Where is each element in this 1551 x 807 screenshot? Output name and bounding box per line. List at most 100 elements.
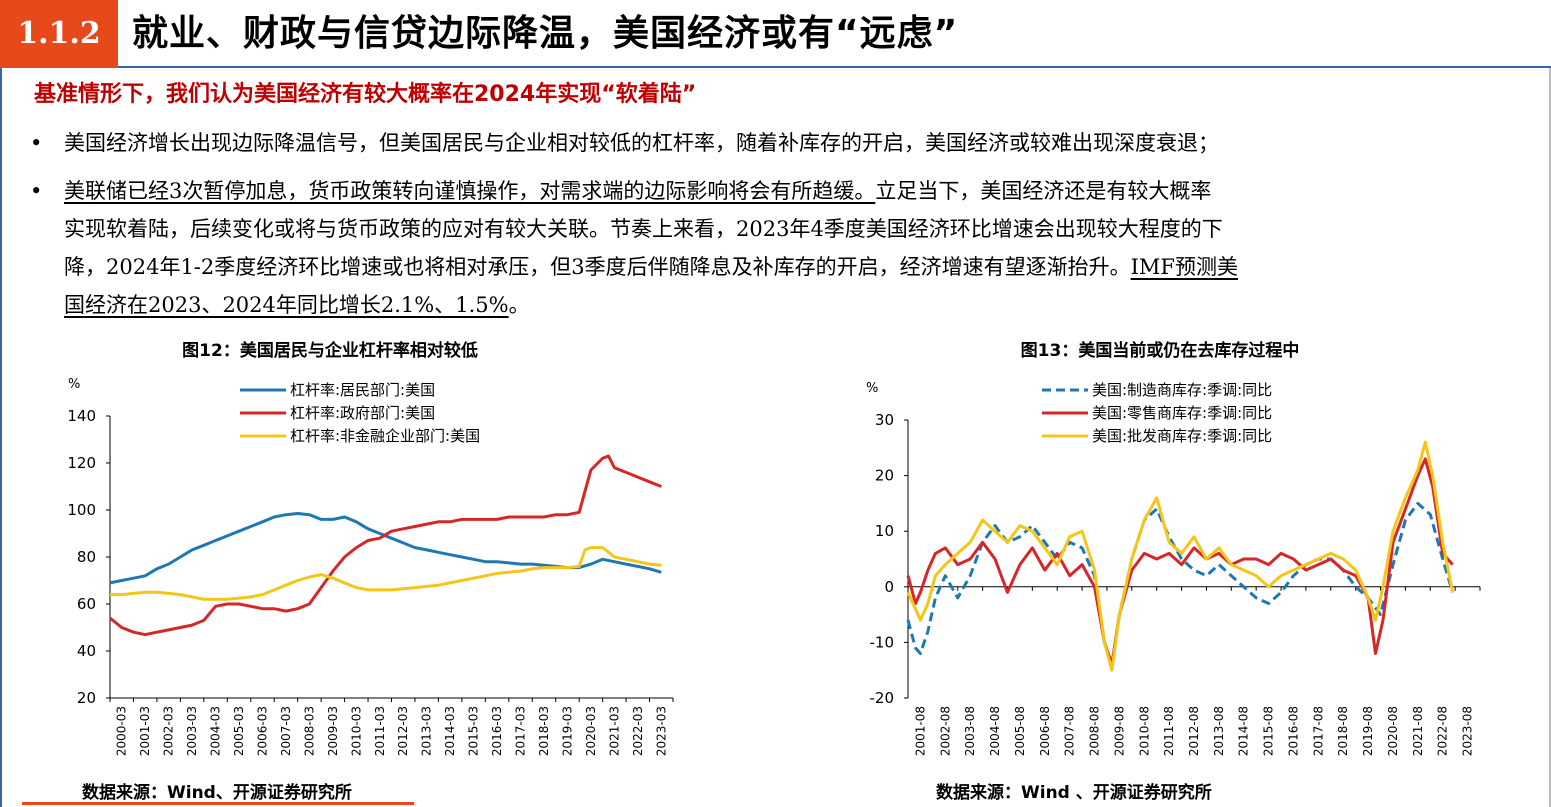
x-tick-label: 2020-03 [584,706,598,756]
x-tick-label: 2009-03 [326,706,340,756]
y-tick-label: 10 [875,522,894,540]
x-tick-label: 2004-08 [988,706,1002,756]
x-tick-label: 2011-03 [373,706,387,756]
y-axis-unit: % [68,377,80,392]
y-tick-label: 20 [77,689,96,707]
legend-label: 杠杆率:政府部门:美国 [290,404,435,422]
series-line-2 [906,457,1454,667]
left-border [0,68,2,807]
legend-label: 杠杆率:居民部门:美国 [290,381,435,399]
legend-label: 美国:零售商库存:季调:同比 [1092,404,1272,422]
bullet-line: 美联储已经3次暂停加息，货币政策转向谨慎操作，对需求端的边际影响将会有所趋缓。立… [64,172,1510,210]
y-tick-label: -20 [870,689,895,707]
page-title: 就业、财政与信贷边际降温，美国经济或有“远虑” [132,13,959,54]
x-tick-label: 2014-08 [1237,706,1251,756]
data-source-figure-13: 数据来源：Wind 、开源证券研究所 [936,783,1212,803]
text-segment: 立足当下，美国经济还是有较大概率 [875,179,1212,203]
bullet-line: 实现软着陆，后续变化或将与货币政策的应对有较大关联。节奏上来看，2023年4季度… [64,210,1510,248]
y-tick-label: 30 [875,411,894,429]
bullet-dot: • [30,131,43,155]
header-rule [118,66,1551,68]
x-tick-label: 2019-03 [560,706,574,756]
bullet-text: 美国经济增长出现边际降温信号，但美国居民与企业相对较低的杠杆率，随着补库存的开启… [64,124,1510,162]
x-tick-label: 2023-03 [654,706,668,756]
legend-label: 美国:批发商库存:季调:同比 [1092,427,1272,445]
y-tick-label: 0 [884,578,894,596]
series-line-1 [109,512,662,585]
header: 1.1.2 就业、财政与信贷边际降温，美国经济或有“远虑” [0,0,1551,68]
y-tick-label: 80 [77,548,96,566]
underlined-text: 美联储已经3次暂停加息，货币政策转向谨慎操作，对需求端的边际影响将会有所趋缓。 [64,179,876,203]
x-tick-label: 2022-08 [1436,706,1450,756]
x-tick-label: 2020-08 [1386,706,1400,756]
series-line-3 [110,546,662,601]
x-tick-label: 2010-08 [1137,706,1151,756]
y-tick-label: 40 [77,642,96,660]
x-tick-label: 2008-08 [1088,706,1102,756]
x-tick-label: 2013-03 [420,706,434,756]
series-line-2 [109,454,662,637]
x-tick-label: 2015-08 [1262,706,1276,756]
y-axis-unit: % [866,381,878,396]
legend-label: 美国:制造商库存:季调:同比 [1092,381,1272,399]
x-tick-label: 2016-08 [1286,706,1300,756]
x-tick-label: 2012-08 [1187,706,1201,756]
x-tick-label: 2006-03 [255,706,269,756]
y-tick-label: -10 [870,633,895,651]
x-tick-label: 2001-03 [138,706,152,756]
bullet-line: 美国经济增长出现边际降温信号，但美国居民与企业相对较低的杠杆率，随着补库存的开启… [64,124,1510,162]
legend-label: 杠杆率:非金融企业部门:美国 [290,427,480,445]
x-tick-label: 2002-08 [938,706,952,756]
x-tick-label: 2021-08 [1411,706,1425,756]
bullet-dot: • [30,179,43,203]
x-tick-label: 2016-03 [490,706,504,756]
section-number-badge: 1.1.2 [0,0,118,68]
x-tick-label: 2021-03 [607,706,621,756]
chart-title-figure-13: 图13：美国当前或仍在去库存过程中 [1020,341,1300,361]
x-tick-label: 2005-03 [232,706,246,756]
y-tick-label: 140 [67,407,96,425]
series-line-1 [906,501,1455,667]
x-tick-label: 2023-08 [1461,706,1475,756]
series-line-3 [906,440,1455,672]
x-tick-label: 2014-03 [443,706,457,756]
right-border [1549,68,1551,807]
bullet-item-1: • 美国经济增长出现边际降温信号，但美国居民与企业相对较低的杠杆率，随着补库存的… [30,124,1510,162]
text-segment: 降，2024年1-2季度经济环比增速或也将相对承压，但3季度后伴随降息及补库存的… [64,255,1131,279]
x-tick-label: 2011-08 [1162,706,1176,756]
y-tick-label: 60 [77,595,96,613]
y-tick-label: 20 [875,467,894,485]
x-tick-label: 2005-08 [1013,706,1027,756]
y-tick-label: 100 [67,501,96,519]
x-tick-label: 2017-08 [1311,706,1325,756]
chart-title-figure-12: 图12：美国居民与企业杠杆率相对较低 [182,341,478,361]
x-tick-label: 2004-03 [209,706,223,756]
underlined-text: 国经济在2023、2024年同比增长2.1%、1.5% [64,293,509,317]
x-tick-label: 2010-03 [349,706,363,756]
underlined-text: IMF预测美 [1130,255,1238,279]
data-source-figure-12: 数据来源：Wind、开源证券研究所 [82,783,352,803]
text-segment: 。 [508,293,530,317]
x-tick-label: 2012-03 [396,706,410,756]
x-tick-label: 2013-08 [1212,706,1226,756]
bullet-item-2: • 美联储已经3次暂停加息，货币政策转向谨慎操作，对需求端的边际影响将会有所趋缓… [30,172,1510,324]
x-tick-label: 2008-03 [302,706,316,756]
bullet-line: 国经济在2023、2024年同比增长2.1%、1.5%。 [64,286,1510,324]
x-tick-label: 2015-03 [467,706,481,756]
x-tick-label: 2009-08 [1112,706,1126,756]
x-tick-label: 2018-03 [537,706,551,756]
bullet-line: 降，2024年1-2季度经济环比增速或也将相对承压，但3季度后伴随降息及补库存的… [64,248,1510,286]
x-tick-label: 2007-03 [279,706,293,756]
x-tick-label: 2017-03 [514,706,528,756]
x-tick-label: 2003-08 [963,706,977,756]
x-tick-label: 2022-03 [631,706,645,756]
y-tick-label: 120 [67,454,96,472]
x-tick-label: 2006-08 [1038,706,1052,756]
x-tick-label: 2018-08 [1336,706,1350,756]
subtitle: 基准情形下，我们认为美国经济有较大概率在2024年实现“软着陆” [34,82,697,107]
x-tick-label: 2002-03 [162,706,176,756]
x-tick-label: 2007-08 [1063,706,1077,756]
bullet-text: 美联储已经3次暂停加息，货币政策转向谨慎操作，对需求端的边际影响将会有所趋缓。立… [64,172,1510,324]
x-tick-label: 2003-03 [185,706,199,756]
x-tick-label: 2001-08 [913,706,927,756]
